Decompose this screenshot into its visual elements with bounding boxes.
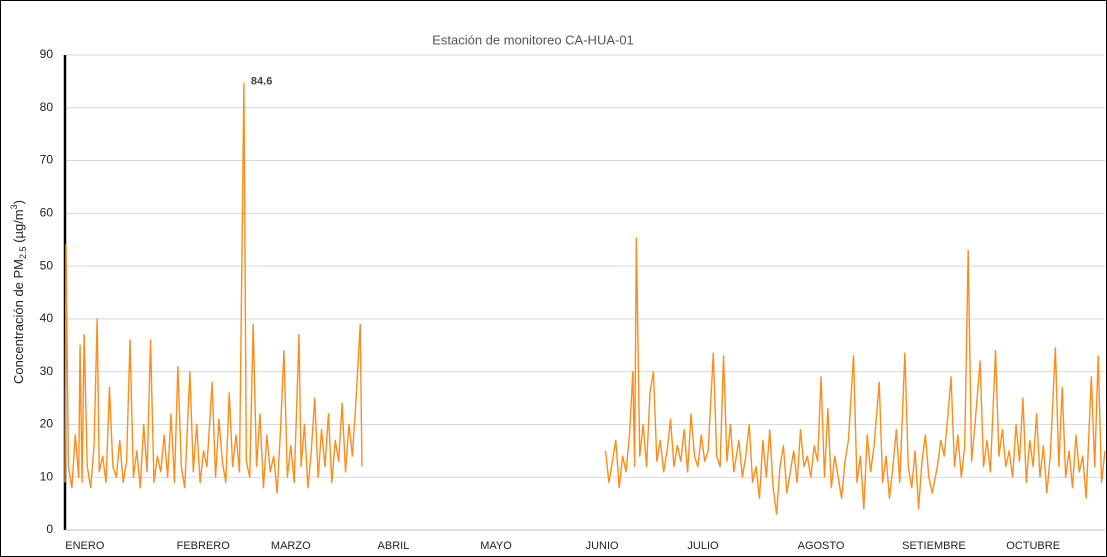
x-tick-label: FEBRERO <box>177 540 231 552</box>
y-label-sup: 3 <box>9 204 19 209</box>
x-tick-label: SETIEMBRE <box>902 540 966 552</box>
y-tick-label: 10 <box>40 469 54 483</box>
y-tick-label: 90 <box>40 47 54 61</box>
data-line <box>64 82 1106 515</box>
x-tick-label: JULIO <box>687 540 719 552</box>
x-tick-label: ABRIL <box>378 540 410 552</box>
x-tick-label: MAYO <box>480 540 512 552</box>
x-tick-label: AGOSTO <box>798 540 845 552</box>
chart-title: Estación de monitoreo CA-HUA-01 <box>432 32 634 47</box>
y-label-end: ) <box>11 200 26 204</box>
y-axis-label: Concentración de PM2.5 (µg/m3) <box>9 200 28 384</box>
y-tick-label: 70 <box>40 153 54 167</box>
y-tick-label: 60 <box>40 206 54 220</box>
x-tick-label: MARZO <box>271 540 311 552</box>
x-tick-label: JUNIO <box>586 540 619 552</box>
x-tick-label: ENERO <box>65 540 105 552</box>
x-tick-label: OCTUBRE <box>1006 540 1060 552</box>
y-tick-label: 0 <box>46 522 53 536</box>
y-label-unit: (µg/m <box>11 209 26 246</box>
y-tick-label: 50 <box>40 258 54 272</box>
y-tick-label: 30 <box>40 364 54 378</box>
y-tick-label: 80 <box>40 100 54 114</box>
peak-label: 84.6 <box>251 75 272 87</box>
y-label-sub: 2.5 <box>18 246 28 259</box>
y-tick-label: 40 <box>40 311 54 325</box>
y-tick-label: 20 <box>40 417 54 431</box>
y-label-text: Concentración de PM <box>11 259 26 384</box>
